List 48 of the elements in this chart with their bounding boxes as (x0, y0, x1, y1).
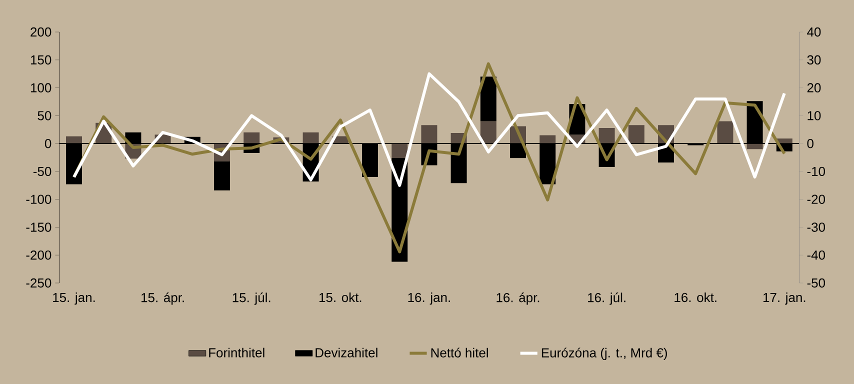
y2-tick-label: -50 (807, 278, 826, 288)
y2-tick-label: -30 (807, 222, 826, 232)
line-series (72, 62, 786, 254)
bar (717, 121, 734, 144)
y2-tick-label: 20 (807, 83, 821, 92)
y-tick-label: -100 (26, 194, 52, 204)
bar (598, 128, 615, 144)
y-tick-label: -200 (26, 250, 52, 260)
y2-tick-label: -20 (807, 194, 826, 204)
bar (392, 144, 408, 158)
bar (540, 135, 556, 144)
bar (421, 125, 438, 144)
bar (746, 144, 763, 150)
x-tick-label: 16. ápr. (496, 292, 540, 305)
y2-tick-label: 40 (807, 27, 821, 37)
y2-tick-label: -10 (807, 166, 826, 176)
x-tick-label: 16. jan. (408, 292, 450, 305)
y2-tick-label: 0 (807, 138, 814, 148)
x-tick-label: 15. jan. (53, 292, 95, 305)
legend-label: Forinthitel (209, 348, 264, 358)
bar (302, 132, 319, 144)
y-tick-label: -250 (26, 278, 52, 288)
y2-tick-label: 30 (807, 55, 821, 64)
x-tick-label: 15. ápr. (142, 292, 184, 305)
x-tick-label: 15. júl. (232, 292, 270, 305)
line-series (72, 72, 786, 187)
y-tick-label: 100 (30, 83, 52, 92)
bar (480, 76, 496, 122)
y2-tick-label: -40 (807, 250, 826, 260)
legend-label: Devizahitel (316, 348, 378, 358)
x-tick-label: 15. okt. (319, 292, 362, 302)
y-tick-label: 50 (38, 111, 52, 120)
bar (214, 161, 230, 190)
x-tick-label: 17. jan. (763, 292, 806, 305)
y-tick-label: 200 (30, 27, 52, 37)
x-tick-label: 16. okt. (674, 292, 716, 302)
y-tick-label: 0 (44, 138, 52, 148)
bar (480, 121, 496, 144)
y-tick-label: 150 (30, 55, 52, 64)
y-tick-label: -150 (26, 222, 52, 232)
x-tick-label: 16. júl. (588, 292, 626, 305)
legend-label: Eurózóna (j. t., Mrd €) (542, 348, 667, 360)
bar (628, 125, 644, 144)
bar (244, 132, 260, 144)
y-tick-label: -50 (33, 166, 52, 176)
y2-tick-label: 10 (808, 111, 821, 120)
bar (66, 136, 82, 144)
legend-label: Nettó hitel (431, 348, 488, 358)
